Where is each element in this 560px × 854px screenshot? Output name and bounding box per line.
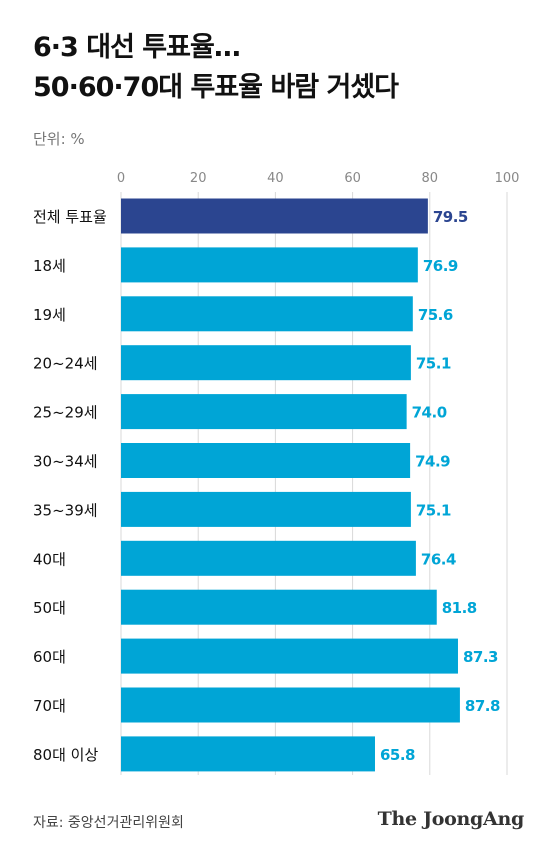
bar bbox=[121, 736, 375, 772]
x-tick-label: 60 bbox=[344, 171, 361, 186]
bar bbox=[121, 296, 413, 332]
value-label: 87.3 bbox=[463, 648, 498, 666]
category-label: 80대 이상 bbox=[33, 746, 98, 764]
bar bbox=[121, 198, 428, 234]
value-label: 87.8 bbox=[465, 697, 500, 715]
chart-title-line-1: 6·3 대선 투표율… bbox=[33, 32, 241, 63]
bar bbox=[121, 638, 458, 674]
brand-logo: The JoongAng bbox=[377, 808, 525, 830]
category-label: 20~24세 bbox=[33, 355, 98, 373]
unit-label: 단위: % bbox=[33, 130, 85, 148]
value-label: 75.6 bbox=[418, 306, 453, 324]
category-label: 19세 bbox=[33, 306, 66, 324]
bar bbox=[121, 687, 460, 723]
value-label: 65.8 bbox=[380, 746, 415, 764]
value-label: 74.0 bbox=[412, 404, 447, 422]
category-label: 40대 bbox=[33, 550, 66, 568]
bar bbox=[121, 491, 411, 527]
category-label: 전체 투표율 bbox=[33, 208, 107, 226]
x-tick-label: 80 bbox=[422, 171, 439, 186]
bar bbox=[121, 589, 437, 625]
category-label: 18세 bbox=[33, 257, 66, 275]
value-label: 74.9 bbox=[415, 453, 450, 471]
source-note: 자료: 중앙선거관리위원회 bbox=[33, 815, 184, 831]
value-label: 76.9 bbox=[423, 257, 458, 275]
value-label: 79.5 bbox=[433, 208, 468, 226]
category-label: 35~39세 bbox=[33, 501, 98, 519]
chart-title-line-2: 50·60·70대 투표율 바람 거셌다 bbox=[33, 72, 399, 103]
value-label: 75.1 bbox=[416, 501, 451, 519]
x-tick-label: 0 bbox=[117, 171, 125, 186]
value-label: 81.8 bbox=[442, 599, 477, 617]
category-label: 25~29세 bbox=[33, 404, 98, 422]
category-label: 60대 bbox=[33, 648, 66, 666]
category-label: 70대 bbox=[33, 697, 66, 715]
category-label: 50대 bbox=[33, 599, 66, 617]
x-tick-label: 40 bbox=[267, 171, 284, 186]
bar bbox=[121, 394, 407, 430]
chart-title: 6·3 대선 투표율… 50·60·70대 투표율 바람 거셌다 bbox=[33, 28, 399, 108]
bar bbox=[121, 345, 411, 381]
bar bbox=[121, 443, 411, 478]
x-tick-label: 20 bbox=[190, 171, 207, 186]
bar bbox=[121, 540, 416, 576]
category-label: 30~34세 bbox=[33, 453, 98, 471]
value-label: 75.1 bbox=[416, 355, 451, 373]
value-label: 76.4 bbox=[421, 550, 456, 568]
x-tick-label: 100 bbox=[495, 171, 520, 186]
bar bbox=[121, 247, 418, 283]
